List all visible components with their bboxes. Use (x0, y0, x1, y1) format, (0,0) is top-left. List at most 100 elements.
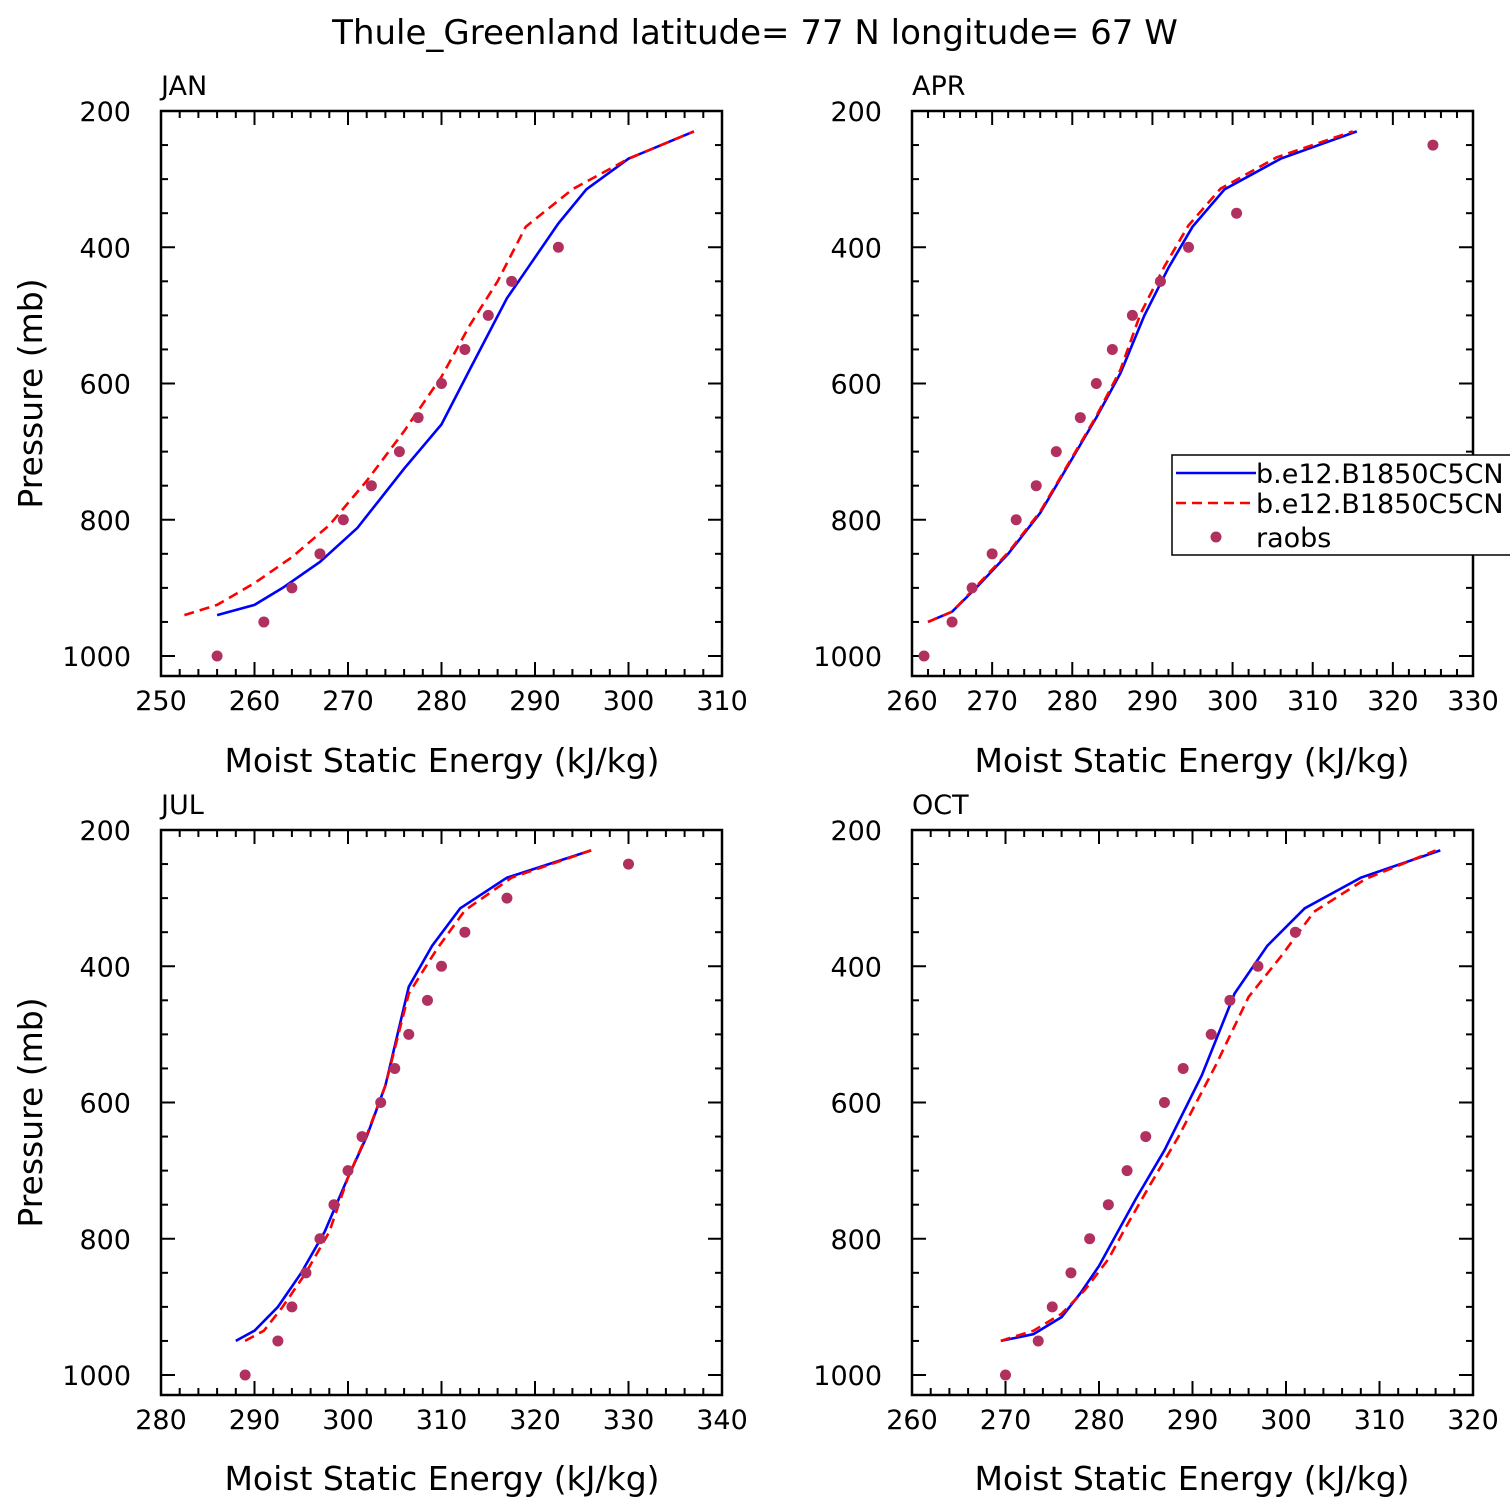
raobs-point (482, 309, 494, 321)
y-tick-label: 600 (830, 370, 882, 401)
y-tick-label: 400 (830, 233, 882, 264)
x-tick-label: 290 (509, 686, 561, 717)
series-line-solid (1000, 849, 1441, 1343)
x-tick-label: 290 (1127, 686, 1179, 717)
raobs-point (403, 1028, 415, 1040)
x-tick-label: 280 (1073, 1405, 1125, 1436)
series-line-dashed (244, 849, 592, 1343)
raobs-point (356, 1131, 368, 1143)
raobs-point (375, 1097, 387, 1108)
x-tick-label: 280 (135, 1405, 187, 1436)
y-axis-label: Pressure (mb) (11, 997, 50, 1227)
raobs-point (389, 1062, 401, 1074)
y-tick-label: 400 (79, 233, 131, 264)
y-tick-label: 800 (79, 1225, 131, 1256)
raobs-point (1046, 1301, 1058, 1313)
raobs-point (286, 582, 298, 594)
y-tick-label: 600 (830, 1089, 882, 1120)
legend-box (1171, 454, 1510, 556)
figure-title: Thule_Greenland latitude= 77 N longitude… (331, 13, 1178, 53)
raobs-point (1177, 1062, 1189, 1074)
plot-frame (159, 828, 724, 1397)
raobs-point (1084, 1233, 1096, 1245)
raobs-point (918, 650, 930, 662)
x-tick-label: 330 (1447, 686, 1499, 717)
raobs-point (1050, 446, 1062, 458)
y-tick-label: 800 (830, 1225, 882, 1256)
raobs-point (1106, 343, 1118, 355)
raobs-point (328, 1199, 340, 1211)
y-tick-label: 1000 (62, 642, 131, 673)
x-tick-label: 270 (980, 1405, 1032, 1436)
y-tick-label: 200 (79, 97, 131, 128)
legend-swatch-point (1210, 531, 1222, 543)
raobs-point (1126, 309, 1138, 321)
x-axis-label: Moist Static Energy (kJ/kg) (224, 1459, 659, 1498)
y-tick-label: 200 (830, 97, 882, 128)
x-tick-label: 270 (966, 686, 1018, 717)
panel-label: JAN (159, 71, 207, 102)
raobs-point (986, 548, 998, 560)
x-tick-label: 250 (135, 686, 187, 717)
y-tick-label: 400 (79, 952, 131, 983)
raobs-point (258, 616, 270, 628)
x-tick-label: 290 (229, 1405, 281, 1436)
raobs-point (623, 858, 634, 870)
panel-jan: 250 260 270 280 290 300 310 200 400 600 800 1000 JAN… (11, 71, 748, 780)
raobs-point (1140, 1131, 1152, 1143)
raobs-point (1252, 960, 1264, 972)
x-tick-label: 260 (886, 686, 938, 717)
x-tick-label: 280 (1047, 686, 1099, 717)
panel-label: OCT (912, 790, 969, 821)
raobs-point (314, 548, 326, 560)
x-tick-label: 320 (1367, 686, 1419, 717)
raobs-point (459, 926, 471, 938)
x-tick-label: 310 (1287, 686, 1339, 717)
legend-label: raobs (1256, 523, 1331, 554)
y-tick-label: 400 (830, 952, 882, 983)
panel-oct: 260 270 280 290 300 310 320 200 400 600 800 1000 OCT… (813, 790, 1498, 1498)
y-tick-label: 1000 (813, 1361, 882, 1392)
raobs-point (1427, 139, 1439, 151)
raobs-point (337, 514, 349, 526)
panel-apr: 260 270 280 290 300 310 320 330 200 400 600 800 1000… (813, 71, 1498, 780)
series-line-solid (216, 130, 695, 617)
raobs-point (211, 650, 223, 662)
x-tick-label: 320 (509, 1405, 561, 1436)
series-line-dashed (927, 130, 1354, 624)
raobs-point (1289, 926, 1301, 938)
series-line-dashed (1000, 849, 1437, 1343)
x-axis-label: Moist Static Energy (kJ/kg) (974, 741, 1409, 780)
y-axis-label: Pressure (mb) (11, 278, 50, 508)
y-tick-label: 1000 (62, 1361, 131, 1392)
raobs-point (1102, 1199, 1114, 1211)
x-axis-label: Moist Static Energy (kJ/kg) (974, 1459, 1409, 1498)
x-tick-label: 310 (696, 686, 748, 717)
raobs-point (1158, 1097, 1170, 1108)
raobs-point (966, 582, 978, 594)
raobs-point (286, 1301, 298, 1313)
raobs-point (239, 1369, 251, 1381)
panel-label: JUL (159, 790, 204, 821)
x-tick-label: 300 (1260, 1405, 1312, 1436)
raobs-point (436, 960, 447, 972)
y-tick-label: 600 (79, 1089, 131, 1120)
y-tick-label: 1000 (813, 642, 882, 673)
y-tick-label: 800 (830, 506, 882, 537)
series-line-dashed (184, 130, 695, 617)
y-tick-label: 200 (830, 816, 882, 847)
plot-frame (910, 109, 1475, 678)
x-tick-label: 260 (886, 1405, 938, 1436)
raobs-point (459, 343, 471, 355)
panel-label: APR (912, 71, 966, 102)
y-tick-label: 800 (79, 506, 131, 537)
x-tick-label: 270 (322, 686, 374, 717)
x-tick-label: 310 (416, 1405, 468, 1436)
x-tick-label: 300 (1207, 686, 1259, 717)
panel-jul: 280 290 300 310 320 330 340 200 400 600 800 1000 JUL… (11, 790, 748, 1498)
x-tick-label: 330 (603, 1405, 655, 1436)
raobs-point (393, 446, 405, 458)
raobs-point (412, 412, 424, 424)
